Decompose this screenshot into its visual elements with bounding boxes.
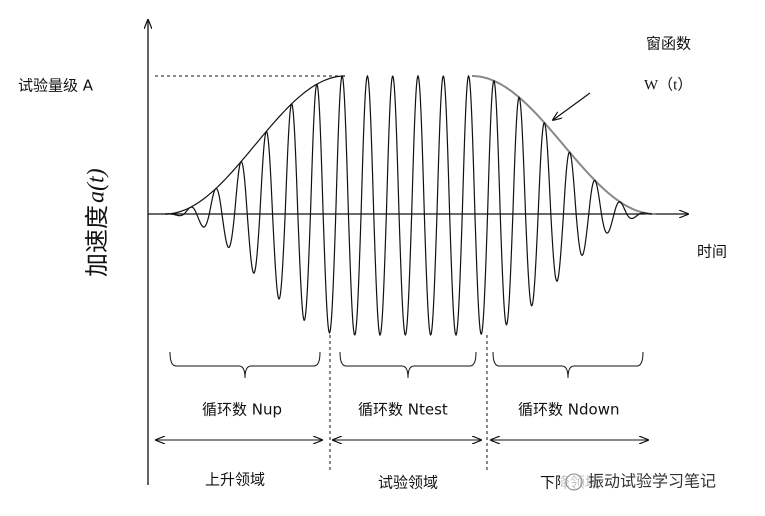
envelope — [165, 75, 345, 215]
watermark: 振动试验学习笔记 — [588, 472, 716, 491]
region-label: 上升领域 — [205, 471, 265, 489]
region-label: 试验领域 — [378, 474, 438, 492]
waveform — [165, 74, 652, 337]
y-label-group: 加速度 a(t) — [83, 168, 111, 277]
y-label-symbol: a(t) — [84, 168, 110, 203]
pointer-arrow — [553, 92, 591, 120]
watermark-bg — [560, 468, 742, 496]
cycles-label: 循环数 Ndown — [518, 401, 619, 419]
window-title: 窗函数 — [646, 35, 691, 53]
brace — [169, 351, 321, 379]
test-level: 试验量级 A — [18, 77, 94, 95]
cycles-label: 循环数 Ntest — [358, 401, 448, 419]
brace — [492, 351, 644, 379]
cycles-label: 循环数 Nup — [202, 401, 282, 419]
brace — [339, 351, 477, 379]
y-label: 加速度 — [83, 205, 111, 277]
envelope — [472, 75, 656, 215]
x-label: 时间 — [697, 243, 727, 261]
window-symbol: W（t） — [644, 76, 692, 93]
watermark-icon — [565, 473, 583, 491]
